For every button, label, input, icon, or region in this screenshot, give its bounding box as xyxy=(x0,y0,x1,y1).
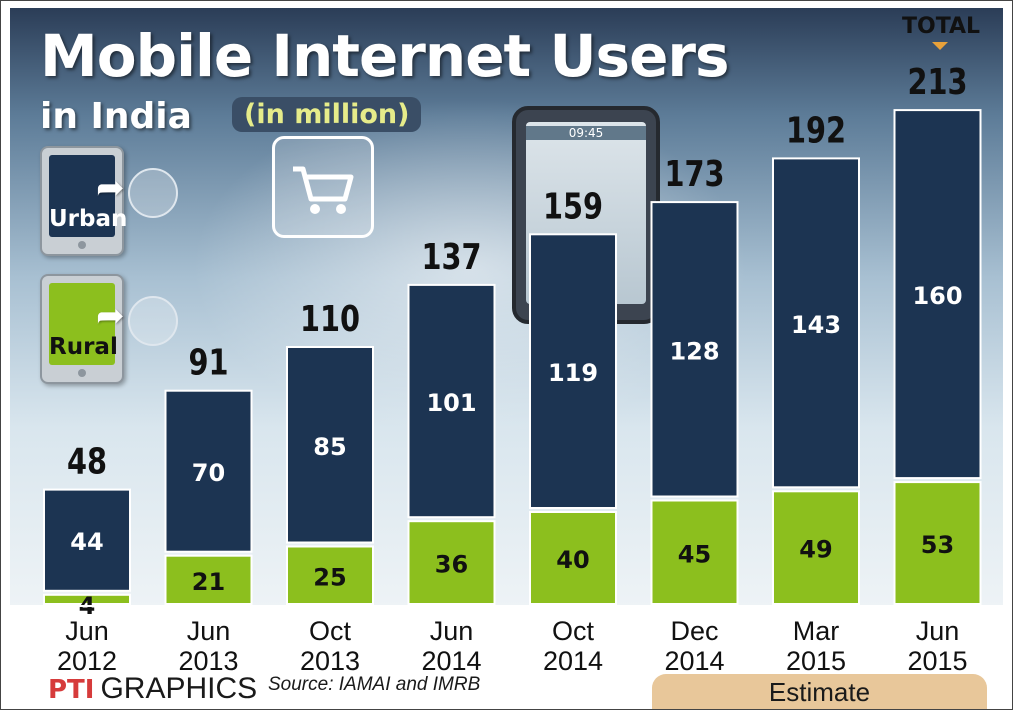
legend-urban: Urban xyxy=(40,146,128,256)
data-label-urban: 128 xyxy=(669,337,719,365)
bar-rural xyxy=(43,593,131,605)
bar-rural xyxy=(893,481,982,606)
total-label: 213 xyxy=(907,61,967,103)
data-label-urban: 119 xyxy=(548,359,598,387)
x-tick-label: Oct 2014 xyxy=(518,616,628,676)
chart-canvas: 09:45 Mobile Internet Users in India (in… xyxy=(10,8,1003,710)
bar-rural xyxy=(772,490,860,605)
bar-urban xyxy=(772,157,860,489)
x-tick-label: Jun 2012 xyxy=(32,616,142,676)
total-label: 173 xyxy=(664,153,724,195)
data-label-rural: 25 xyxy=(313,563,346,591)
total-label: 110 xyxy=(300,298,360,340)
x-tick-label-line: 2013 xyxy=(178,646,239,676)
tablet-button-icon xyxy=(78,241,86,249)
pti-mark: PTI xyxy=(48,675,95,705)
x-tick-label-line: Jun xyxy=(915,616,960,646)
legend-urban-label: Urban xyxy=(49,206,128,232)
arrow-icon: ➦ xyxy=(96,297,125,335)
data-label-urban: 70 xyxy=(192,459,225,487)
x-tick-label-line: 2012 xyxy=(56,646,118,676)
x-tick-label-line: 2015 xyxy=(907,646,968,676)
x-tick-label: Jun 2015 xyxy=(883,616,993,676)
bar-urban xyxy=(529,233,617,510)
chart-subtitle: in India xyxy=(40,96,192,137)
data-label-urban: 143 xyxy=(791,311,841,339)
bar-urban xyxy=(650,201,739,498)
x-tick-label-line: Oct xyxy=(551,616,594,646)
data-label-rural: 40 xyxy=(556,546,589,574)
bar-urban xyxy=(407,283,496,519)
bar-rural xyxy=(529,511,617,605)
x-tick-label-line: Dec xyxy=(670,616,719,646)
x-tick-label: Jun 2013 xyxy=(154,616,264,676)
total-tag: TOTAL xyxy=(902,14,981,39)
data-label-rural: 45 xyxy=(678,540,711,568)
tablet-button-icon xyxy=(78,369,86,377)
data-label-urban: 85 xyxy=(313,433,346,461)
total-label: 159 xyxy=(543,185,603,227)
data-label-rural: 21 xyxy=(192,568,225,596)
total-label: 192 xyxy=(786,109,846,151)
x-tick-label: Oct 2013 xyxy=(275,616,385,676)
brand-label: GRAPHICS xyxy=(100,672,258,705)
total-label: 91 xyxy=(188,342,228,384)
bar-rural xyxy=(164,554,253,606)
globe-icon xyxy=(128,296,178,346)
data-label-urban: 101 xyxy=(426,389,476,417)
x-tick-label: Mar 2015 xyxy=(761,616,871,676)
legend-rural: Rural xyxy=(40,274,124,384)
x-tick-label-line: Oct xyxy=(308,616,351,646)
total-label: 137 xyxy=(421,236,481,278)
data-label-rural: 53 xyxy=(921,531,954,559)
phone-screen: 09:45 xyxy=(526,122,646,304)
x-tick-label-line: Jun xyxy=(186,616,231,646)
x-tick-label-line: 2015 xyxy=(785,646,847,676)
bar-urban xyxy=(43,488,131,592)
x-tick-label-line: 2013 xyxy=(299,646,361,676)
x-tick-label-line: Jun xyxy=(65,616,109,646)
pti-graphics-logo: PTI GRAPHICS xyxy=(48,672,257,706)
x-tick-label-line: 2014 xyxy=(664,646,725,676)
bar-urban xyxy=(893,109,982,480)
x-tick-label-line: 2014 xyxy=(542,646,604,676)
x-tick-label-line: Mar xyxy=(792,616,840,646)
phone-time-icon: 09:45 xyxy=(526,126,646,140)
arrow-icon: ➦ xyxy=(96,169,125,207)
bar-rural xyxy=(650,499,739,605)
rural-tablet-icon xyxy=(49,283,115,365)
chart-title: Mobile Internet Users xyxy=(40,22,730,90)
estimate-bracket: Estimate xyxy=(652,674,987,710)
urban-tablet-icon xyxy=(49,155,115,237)
x-tick-label: Jun 2014 xyxy=(397,616,507,676)
x-tick-label-line: 2014 xyxy=(421,646,482,676)
shopping-cart-icon xyxy=(272,136,374,238)
legend-rural-label: Rural xyxy=(49,334,118,360)
bar-rural xyxy=(286,545,374,605)
data-label-urban: 44 xyxy=(70,528,103,556)
data-label-rural: 36 xyxy=(435,551,468,579)
bar-urban xyxy=(164,389,253,553)
total-label: 48 xyxy=(67,440,107,482)
data-label-urban: 160 xyxy=(912,282,962,310)
source-note: Source: IAMAI and IMRB xyxy=(268,674,481,695)
x-tick-label: Dec 2014 xyxy=(640,616,750,676)
bar-rural xyxy=(407,520,496,606)
globe-icon xyxy=(128,168,178,218)
bar-urban xyxy=(286,346,374,544)
x-tick-label-line: Jun xyxy=(429,616,474,646)
unit-badge: (in million) xyxy=(232,97,422,132)
total-arrow-icon xyxy=(932,42,948,50)
data-label-rural: 49 xyxy=(799,536,832,564)
